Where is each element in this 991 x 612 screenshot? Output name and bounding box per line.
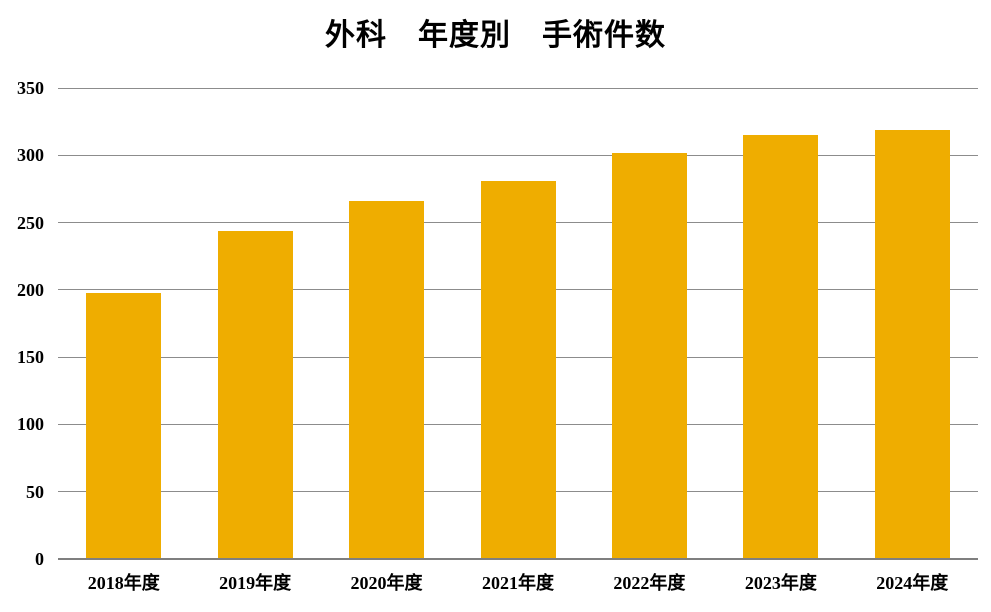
bar-2018年度 xyxy=(86,292,162,559)
y-tick-label-150: 150 xyxy=(17,347,44,368)
x-tick-label-2022年度: 2022年度 xyxy=(613,573,686,593)
y-tick-label-350: 350 xyxy=(17,78,44,98)
x-tick-label-2024年度: 2024年度 xyxy=(876,573,949,593)
x-tick-label-2019年度: 2019年度 xyxy=(219,573,292,593)
y-tick-label-300: 300 xyxy=(17,145,44,166)
y-tick-label-250: 250 xyxy=(17,212,44,233)
bar-2024年度 xyxy=(874,129,950,559)
bar-2019年度 xyxy=(217,230,293,559)
x-tick-label-2020年度: 2020年度 xyxy=(350,573,423,593)
bar-2021年度 xyxy=(480,180,556,559)
bar-2020年度 xyxy=(349,201,425,559)
y-tick-label-100: 100 xyxy=(17,414,44,435)
y-tick-label-200: 200 xyxy=(17,279,44,300)
bar-2022年度 xyxy=(611,152,687,559)
x-tick-label-2021年度: 2021年度 xyxy=(481,573,554,593)
x-tick-label-2018年度: 2018年度 xyxy=(87,573,160,593)
gridline-y-350 xyxy=(58,87,978,89)
chart-title: 外科 年度別 手術件数 xyxy=(325,19,666,52)
x-axis-line xyxy=(58,558,978,560)
gridline-y-300 xyxy=(58,154,978,156)
x-tick-label-2023年度: 2023年度 xyxy=(744,573,817,593)
y-tick-label-50: 50 xyxy=(26,481,44,502)
plot-area xyxy=(58,87,978,560)
bar-2023年度 xyxy=(743,135,819,559)
y-tick-label-0: 0 xyxy=(35,549,44,569)
